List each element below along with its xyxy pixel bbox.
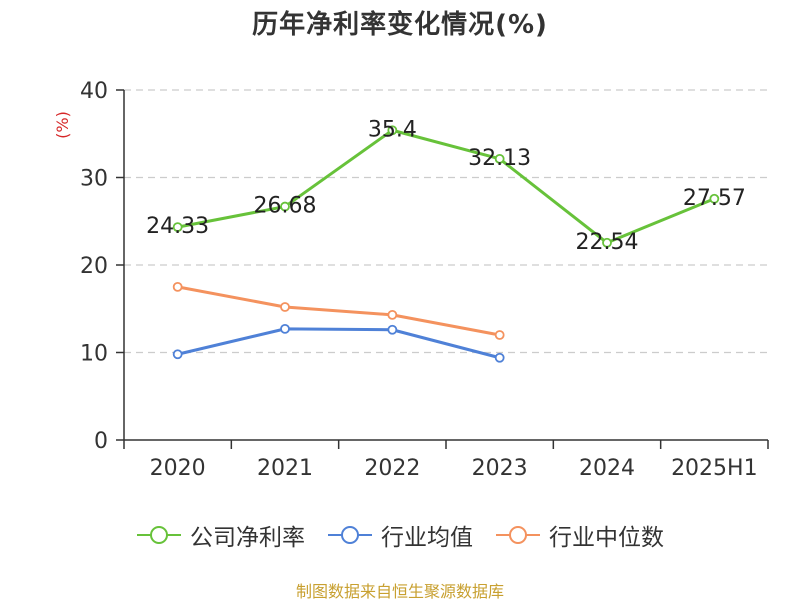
y-tick-label: 0 [94, 429, 108, 454]
data-point [172, 222, 183, 233]
legend-marker-industry-median-icon [496, 526, 540, 544]
data-point [387, 125, 398, 136]
source-note: 制图数据来自恒生聚源数据库 [295, 582, 504, 601]
x-tick-label: 2023 [472, 456, 528, 481]
legend-item-industry-avg[interactable]: 行业均值 [327, 518, 473, 552]
data-label: 24.33 [146, 214, 209, 239]
y-tick-label: 10 [80, 342, 108, 367]
data-point [602, 237, 612, 248]
legend-marker-net-margin-icon [137, 526, 181, 544]
legend-item-net-margin[interactable]: 公司净利率 [136, 518, 305, 552]
x-tick-label: 2024 [579, 456, 635, 481]
data-point [494, 352, 505, 363]
data-point [280, 201, 290, 212]
legend-marker-industry-avg-icon [328, 526, 372, 544]
data-point [494, 153, 505, 164]
data-point [494, 330, 505, 340]
series-line-0 [177, 128, 715, 245]
data-label: 35.4 [368, 117, 417, 142]
x-tick-label: 2022 [364, 456, 420, 481]
data-point [387, 324, 398, 335]
legend-label-industry-median: 行业中位数 [549, 525, 664, 551]
legend-label-net-margin: 公司净利率 [190, 525, 305, 551]
y-axis-label: (%) [53, 111, 72, 139]
y-tick-label: 20 [80, 254, 108, 279]
x-tick-label: 2020 [150, 456, 206, 481]
chart-title: 历年净利率变化情况(%) [252, 10, 548, 40]
data-point [172, 349, 183, 360]
data-point [280, 302, 290, 312]
series-line-2 [177, 285, 500, 337]
data-point [709, 193, 720, 204]
data-label: 32.13 [468, 146, 531, 171]
data-point [280, 323, 290, 334]
y-tick-label: 30 [80, 167, 108, 192]
series-line-1 [177, 327, 501, 360]
data-label: 27.57 [683, 186, 746, 211]
data-point [172, 281, 183, 292]
legend-label-industry-avg: 行业均值 [381, 525, 473, 551]
data-point [387, 309, 398, 320]
line-chart: 0 10 20 30 40 (%) 2020 2021 2022 2023 2024 2025H1 24… [53, 79, 769, 481]
x-tick-label: 2025H1 [671, 456, 758, 481]
data-label: 22.54 [576, 230, 639, 255]
x-tick-label: 2021 [257, 456, 313, 481]
legend: 公司净利率 行业均值 行业中位数 [0, 518, 800, 552]
legend-item-industry-median[interactable]: 行业中位数 [495, 518, 664, 552]
data-label: 26.68 [254, 194, 317, 219]
y-tick-label: 40 [80, 79, 108, 104]
